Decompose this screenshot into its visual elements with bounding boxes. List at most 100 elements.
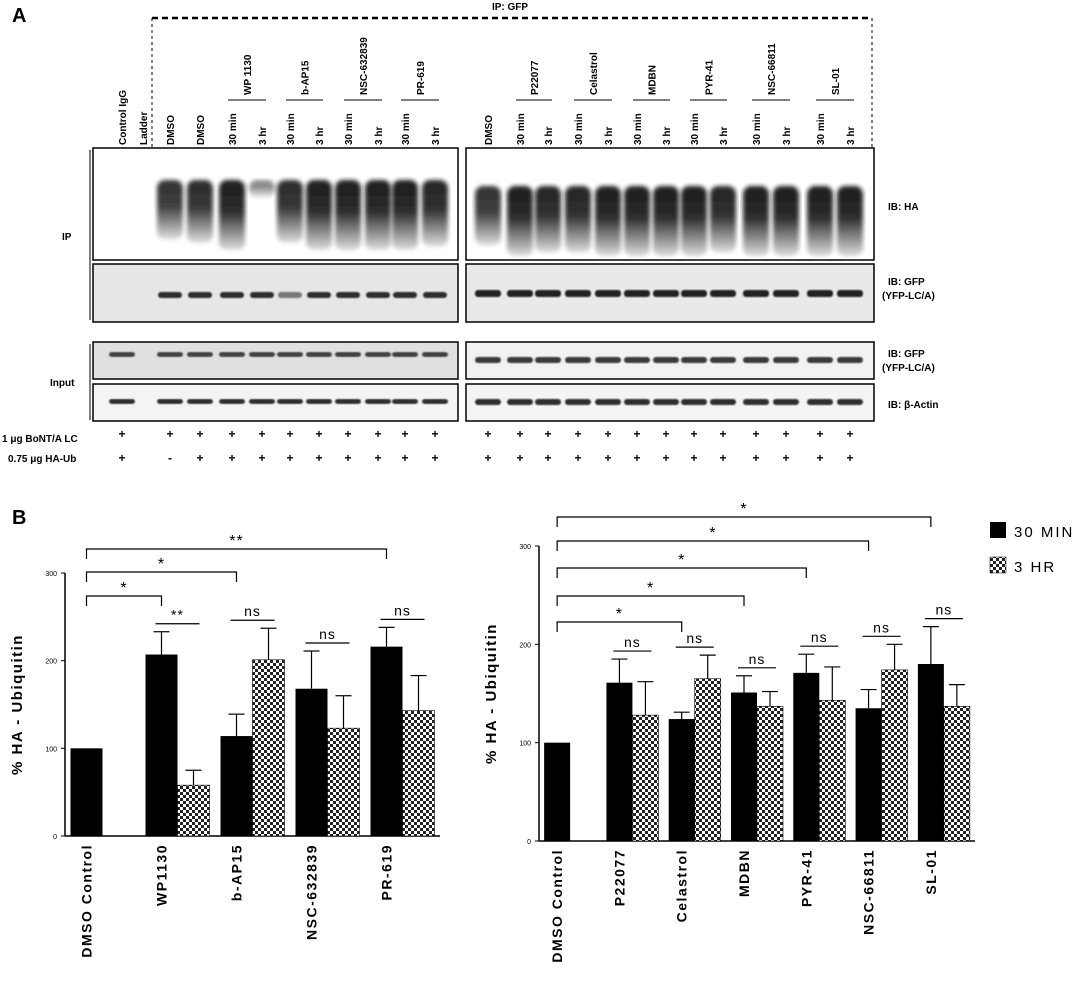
- row-label-ip: IP: [62, 232, 72, 243]
- group-label: MDBN: [648, 65, 659, 95]
- pair-label: ns: [873, 619, 890, 635]
- actin-band: [365, 399, 391, 404]
- gfp-band: [336, 292, 360, 298]
- blot-label-actin: IB: β-Actin: [888, 400, 939, 411]
- gfp-input-band: [392, 352, 418, 357]
- gfp-input-band: [743, 357, 769, 363]
- treatment-mark: +: [633, 451, 640, 465]
- lane-label: 30 min: [286, 113, 297, 145]
- treatment-mark: +: [544, 427, 551, 441]
- bar-30min: [370, 646, 403, 836]
- gfp-input-band: [624, 357, 650, 363]
- significance-label: *: [647, 580, 654, 597]
- significance-bracket: [556, 595, 745, 606]
- lane-label: Ladder: [139, 112, 150, 145]
- bar-30min: [544, 742, 571, 841]
- ip-gfp-title: IP: GFP: [492, 2, 528, 13]
- significance-bracket: [85, 595, 163, 606]
- y-axis-label: % HA - Ubiquitin: [9, 634, 26, 775]
- pair-label: ns: [319, 626, 336, 642]
- blot-label-gfp-sub: (YFP-LC/A): [882, 291, 935, 302]
- category-label: MDBN: [736, 849, 752, 897]
- y-tick-label: 300: [45, 571, 57, 578]
- treatment-mark: +: [662, 451, 669, 465]
- treatment-mark: +: [846, 427, 853, 441]
- bar-30min: [917, 664, 944, 841]
- treatment-row2-label: 0.75 μg HA-Ub: [8, 454, 76, 465]
- ha-smear: [807, 186, 833, 256]
- gfp-band: [565, 290, 591, 297]
- actin-band: [475, 399, 501, 405]
- treatment-mark: +: [782, 451, 789, 465]
- treatment-mark: +: [228, 427, 235, 441]
- gfp-band: [307, 292, 331, 298]
- treatment-mark: +: [690, 427, 697, 441]
- actin-band: [187, 399, 213, 404]
- treatment-mark: +: [816, 451, 823, 465]
- treatment-mark: +: [544, 451, 551, 465]
- bar-3hr: [252, 659, 285, 837]
- significance-label: *: [120, 580, 127, 597]
- lane-label: 30 min: [516, 113, 527, 145]
- blot-bands: [109, 180, 863, 405]
- ha-smear: [565, 186, 591, 253]
- category-label: DMSO Control: [549, 849, 565, 963]
- treatment-mark: +: [633, 427, 640, 441]
- actin-band: [807, 399, 833, 405]
- ha-smear: [187, 180, 213, 243]
- actin-band: [306, 399, 332, 404]
- lane-label: 30 min: [401, 113, 412, 145]
- ha-smear: [475, 186, 501, 246]
- ha-smear: [773, 186, 799, 256]
- ha-smear: [392, 180, 418, 250]
- actin-band: [595, 399, 621, 405]
- group-label: WP 1130: [243, 54, 254, 95]
- ha-smear: [335, 180, 361, 250]
- gfp-input-band: [365, 352, 391, 357]
- lane-label: 30 min: [690, 113, 701, 145]
- gfp-band: [278, 292, 302, 298]
- treatment-mark: +: [118, 427, 125, 441]
- gfp-input-band: [219, 352, 245, 357]
- category-label: PR-619: [379, 844, 395, 900]
- actin-band: [653, 399, 679, 405]
- treatment-mark: -: [168, 451, 172, 465]
- treatment-mark: +: [228, 451, 235, 465]
- ha-smear: [535, 186, 561, 253]
- category-label: b-AP15: [229, 844, 245, 901]
- treatment-mark: +: [719, 451, 726, 465]
- ha-smear: [681, 186, 707, 256]
- gfp-band: [393, 292, 417, 298]
- gfp-input-band: [422, 352, 448, 357]
- ha-smear: [277, 180, 303, 243]
- significance-label: **: [229, 533, 243, 550]
- gfp-band: [423, 292, 447, 298]
- pair-label: ns: [686, 630, 703, 646]
- treatment-mark: +: [401, 427, 408, 441]
- ha-smear: [306, 180, 332, 250]
- lane-label: 3 hr: [315, 127, 326, 145]
- group-label: NSC-66811: [767, 43, 778, 95]
- gfp-input-band: [187, 352, 213, 357]
- category-label: DMSO Control: [79, 844, 95, 958]
- group-label: b-AP15: [301, 60, 312, 95]
- treatment-mark: +: [286, 451, 293, 465]
- treatment-mark: +: [846, 451, 853, 465]
- treatment-mark: +: [315, 451, 322, 465]
- category-label: WP1130: [154, 844, 170, 906]
- bar-30min: [793, 672, 820, 841]
- actin-band: [535, 399, 561, 405]
- pair-label: ns: [624, 634, 641, 650]
- gfp-input-band: [335, 352, 361, 357]
- bar-30min: [295, 688, 328, 836]
- lane-label: 3 hr: [374, 127, 385, 145]
- treatment-mark: +: [516, 427, 523, 441]
- significance-label: *: [709, 525, 716, 542]
- group-label: Celastrol: [589, 52, 600, 95]
- actin-band: [507, 399, 533, 405]
- bar-3hr: [327, 727, 360, 837]
- bar-3hr: [818, 700, 846, 842]
- lane-label: 3 hr: [258, 127, 269, 145]
- treatment-mark: +: [690, 451, 697, 465]
